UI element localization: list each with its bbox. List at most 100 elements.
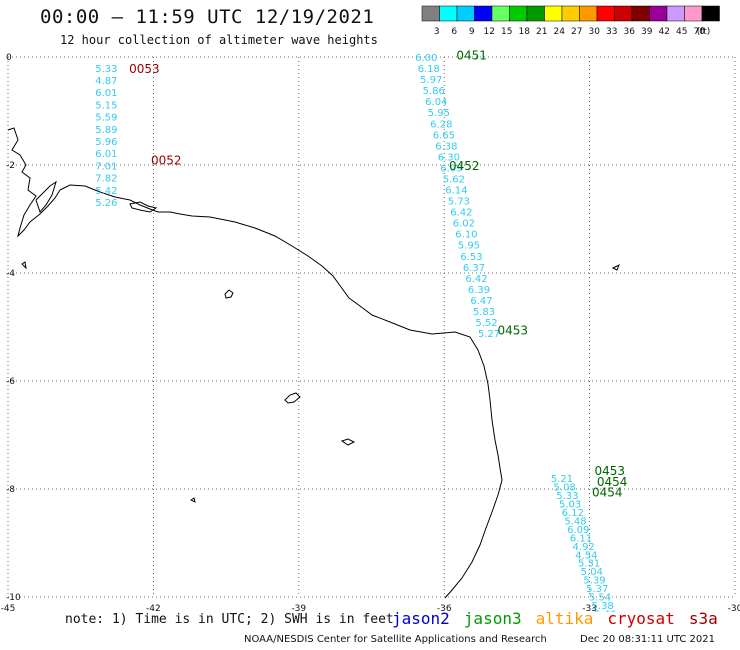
legend-label: 18 xyxy=(519,27,531,37)
wave-height-value: 5.04 xyxy=(581,567,603,578)
wave-height-value: 5.83 xyxy=(473,307,495,318)
wave-height-value: 6.65 xyxy=(433,130,455,141)
legend-label: 42 xyxy=(659,27,670,37)
coastline-northwest xyxy=(7,127,61,238)
satellite-jason3: jason3 xyxy=(463,609,522,628)
wave-height-value: 6.04 xyxy=(425,97,447,108)
island-small-c xyxy=(190,497,196,503)
legend-label: 27 xyxy=(571,27,582,37)
satellite-s3a: s3a xyxy=(688,609,718,628)
wave-height-value: 5.54 xyxy=(589,593,611,604)
legend-swatch xyxy=(701,5,720,22)
color-legend: 3 6 9 12 15 18 21 24 27 30 33 36 39 42 45 70(ft) xyxy=(421,5,720,37)
wave-height-value: 7.82 xyxy=(95,174,117,185)
wave-height-value: 5.89 xyxy=(95,125,117,136)
longitude-tick-label: -30 xyxy=(728,604,740,612)
graticule: -45 -42 -39 -36 -33 -30 0 -2 -4 -6 -8 -10 xyxy=(1,53,740,612)
latitude-tick-label: 0 xyxy=(6,53,12,63)
pass-time-label: 0454 xyxy=(597,475,628,489)
legend-label: 3 xyxy=(434,27,440,37)
longitude-tick-label: -45 xyxy=(1,604,16,612)
wave-height-value: 6.47 xyxy=(470,296,492,307)
longitude-tick-label: -42 xyxy=(146,604,161,612)
longitude-tick-label: -33 xyxy=(582,604,597,612)
wave-height-value: 5.59 xyxy=(95,113,117,124)
pass-time-label: 0451 xyxy=(456,48,487,62)
pass-time-label: 0453 xyxy=(594,464,625,478)
longitude-tick-label: -39 xyxy=(291,604,306,612)
wave-height-value: 5.95 xyxy=(458,241,480,252)
wave-height-value: 6.11 xyxy=(570,533,592,544)
wave-height-value: 5.42 xyxy=(95,186,117,197)
wave-height-value: 5.86 xyxy=(423,86,445,97)
wave-height-value: 5.33 xyxy=(95,64,117,75)
satellite-legend: jason2 jason3 altika cryosat s3a xyxy=(392,609,718,628)
legend-label: 36 xyxy=(624,27,636,37)
map-subtitle: 12 hour collection of altimeter wave hei… xyxy=(60,33,378,47)
wave-height-value: 6.01 xyxy=(95,88,117,99)
legend-label: 24 xyxy=(554,27,566,37)
pass-time-label: 0453 xyxy=(498,324,529,338)
legend-label: 12 xyxy=(484,27,495,37)
longitude-tick-label: -36 xyxy=(437,604,452,612)
units-note: note: 1) Time is in UTC; 2) SWH is in fe… xyxy=(65,612,394,627)
wave-height-value: 6.37 xyxy=(463,263,485,274)
wave-height-value: 6.10 xyxy=(455,230,477,241)
legend-label: 21 xyxy=(536,27,547,37)
pass-time-label: 0454 xyxy=(592,486,623,500)
altimeter-tracks: 5.334.876.015.155.595.895.966.017.017.82… xyxy=(95,53,616,612)
wave-height-value: 4.92 xyxy=(573,542,595,553)
island-small-b xyxy=(611,263,620,271)
wave-height-value: 7.01 xyxy=(95,161,117,172)
wave-height-value: 6.01 xyxy=(95,149,117,160)
wave-height-value: 5.97 xyxy=(420,75,442,86)
wave-height-value: 6.09 xyxy=(440,163,462,174)
legend-label: 9 xyxy=(469,27,475,37)
wave-height-value: 4.54 xyxy=(575,550,597,561)
wave-height-value: 5.62 xyxy=(443,174,465,185)
pass-time-label: 0452 xyxy=(449,159,480,173)
satellite-jason2: jason2 xyxy=(392,609,450,628)
coastline-inlet xyxy=(35,180,57,213)
coastline-bay xyxy=(129,201,158,213)
wave-height-value: 6.53 xyxy=(460,252,482,263)
wave-height-value: 5.27 xyxy=(478,329,500,340)
wave-height-value: 5.73 xyxy=(448,197,470,208)
latitude-tick-label: -6 xyxy=(6,377,15,387)
wave-height-value: 6.30 xyxy=(438,152,460,163)
legend-label: 6 xyxy=(451,27,457,37)
pass-time-label: 0053 xyxy=(129,62,160,76)
wave-height-value: 6.18 xyxy=(418,64,440,75)
wave-height-value: 6.14 xyxy=(445,186,467,197)
wave-height-value: 6.00 xyxy=(415,53,437,64)
wave-height-value: 5.21 xyxy=(551,474,573,485)
generated-timestamp: Dec 20 08:31:11 UTC 2021 xyxy=(580,634,715,645)
pass-time-label: 0052 xyxy=(151,154,182,168)
satellite-cryosat: cryosat xyxy=(607,609,675,628)
wave-height-value: 6.38 xyxy=(435,141,457,152)
wave-height-map: -45 -42 -39 -36 -33 -300-2-4-6-8-10 5.334.876… xyxy=(1,48,740,612)
wave-height-value: 5.38 xyxy=(592,601,614,612)
wave-height-value: 6.39 xyxy=(468,285,490,296)
legend-label: 45 xyxy=(676,27,687,37)
map-title: 00:00 – 11:59 UTC 12/19/2021 xyxy=(40,6,375,28)
wave-height-value: 5.31 xyxy=(578,559,600,570)
island-rocas xyxy=(224,289,234,299)
wave-height-value: 6.12 xyxy=(562,508,584,519)
wave-height-value: 6.28 xyxy=(430,119,452,130)
wave-height-value: 5.26 xyxy=(95,198,117,209)
wave-height-value: 5.96 xyxy=(95,137,117,148)
wave-height-value: 6.42 xyxy=(450,208,472,219)
island-small-a xyxy=(21,261,27,270)
coastline-mainland xyxy=(59,184,503,599)
wave-height-value: 5.52 xyxy=(475,318,497,329)
wave-height-value: 5.03 xyxy=(559,500,581,511)
latitude-tick-label: -4 xyxy=(6,269,15,279)
wave-height-value: 6.02 xyxy=(453,219,475,230)
wave-height-value: 6.09 xyxy=(567,525,589,536)
satellite-altika: altika xyxy=(535,609,594,628)
wave-height-value: 5.39 xyxy=(583,576,605,587)
wave-height-value: 5.15 xyxy=(95,100,117,111)
coastline xyxy=(7,127,620,599)
